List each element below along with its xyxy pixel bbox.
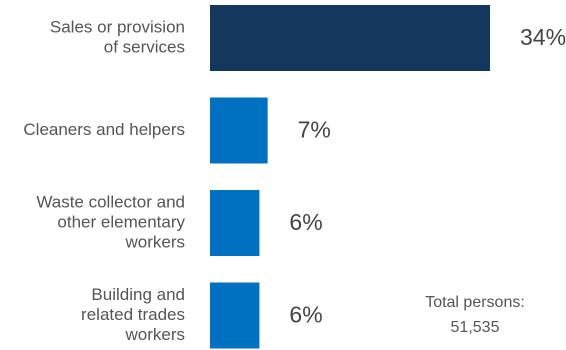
value-label: 6%: [289, 302, 322, 328]
category-label: Cleaners and helpers: [23, 120, 185, 139]
bar: [210, 190, 260, 256]
category-label: Waste collector and: [36, 192, 185, 211]
category-label: of services: [104, 37, 185, 56]
annotation: Total persons:: [425, 294, 525, 311]
category-label: workers: [124, 232, 185, 251]
bar: [210, 282, 260, 349]
category-label: Building and: [91, 285, 185, 304]
category-label: Sales or provision: [50, 17, 185, 36]
annotation: 51,535: [451, 319, 500, 336]
bar: [210, 97, 268, 164]
value-label: 34%: [520, 24, 566, 50]
bar: [210, 5, 490, 71]
category-label: related trades: [81, 305, 185, 324]
value-label: 6%: [289, 209, 322, 235]
category-label: other elementary: [57, 212, 185, 231]
category-label: workers: [124, 325, 185, 344]
value-label: 7%: [298, 117, 331, 143]
